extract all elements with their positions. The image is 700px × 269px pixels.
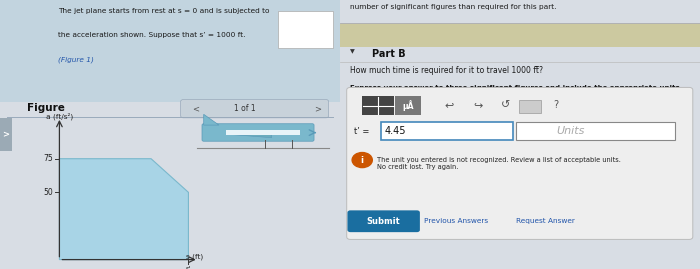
FancyBboxPatch shape <box>516 122 675 140</box>
FancyBboxPatch shape <box>519 100 541 113</box>
Text: s': s' <box>186 266 191 269</box>
FancyBboxPatch shape <box>340 24 700 47</box>
Text: Submit: Submit <box>367 217 400 226</box>
Text: Units: Units <box>556 126 584 136</box>
Text: The unit you entered is not recognized. Review a list of acceptable units.: The unit you entered is not recognized. … <box>377 157 621 162</box>
FancyBboxPatch shape <box>346 87 693 239</box>
FancyBboxPatch shape <box>395 96 421 115</box>
Text: <: < <box>192 104 199 113</box>
Text: μÅ: μÅ <box>402 100 414 111</box>
FancyBboxPatch shape <box>0 0 340 102</box>
Text: 4.45: 4.45 <box>384 126 406 136</box>
Text: ↪: ↪ <box>474 100 483 111</box>
Text: >: > <box>3 130 10 139</box>
Text: number of significant figures than required for this part.: number of significant figures than requi… <box>350 4 556 10</box>
FancyBboxPatch shape <box>181 100 328 118</box>
Text: Previous Answers: Previous Answers <box>424 218 489 224</box>
FancyBboxPatch shape <box>362 96 394 115</box>
Text: 75: 75 <box>43 154 52 163</box>
Polygon shape <box>60 159 188 260</box>
Text: Request Answer: Request Answer <box>516 218 575 224</box>
FancyBboxPatch shape <box>381 122 512 140</box>
FancyBboxPatch shape <box>0 118 12 151</box>
Text: The jet plane starts from rest at s = 0 and is subjected to: The jet plane starts from rest at s = 0 … <box>57 8 270 14</box>
Text: >: > <box>314 104 321 113</box>
Text: How much time is required for it to travel 1000 ft̅?: How much time is required for it to trav… <box>350 66 543 75</box>
Text: Figure: Figure <box>27 103 65 113</box>
Circle shape <box>352 153 372 168</box>
Text: Part B: Part B <box>372 49 405 59</box>
Text: i: i <box>360 155 364 165</box>
Text: No credit lost. Try again.: No credit lost. Try again. <box>377 164 458 169</box>
FancyBboxPatch shape <box>347 210 420 232</box>
Text: a (ft/s²): a (ft/s²) <box>46 113 73 121</box>
Text: Express your answer to three significant figures and include the appropriate uni: Express your answer to three significant… <box>350 85 682 91</box>
Text: ?: ? <box>553 100 559 111</box>
FancyBboxPatch shape <box>202 124 314 141</box>
Text: ↩: ↩ <box>444 100 454 111</box>
Text: 1 of 1: 1 of 1 <box>234 104 256 113</box>
Text: ↺: ↺ <box>500 100 510 111</box>
FancyBboxPatch shape <box>226 130 300 134</box>
Polygon shape <box>231 133 272 138</box>
FancyBboxPatch shape <box>279 11 332 48</box>
Text: (Figure 1): (Figure 1) <box>57 56 94 63</box>
Text: the acceleration shown. Suppose that s’ = 1000 ft.: the acceleration shown. Suppose that s’ … <box>57 32 245 38</box>
Text: s (ft): s (ft) <box>186 254 203 260</box>
Polygon shape <box>204 114 219 125</box>
Text: 50: 50 <box>43 188 52 197</box>
Text: t’ =: t’ = <box>354 126 370 136</box>
Text: ▼: ▼ <box>350 50 355 55</box>
